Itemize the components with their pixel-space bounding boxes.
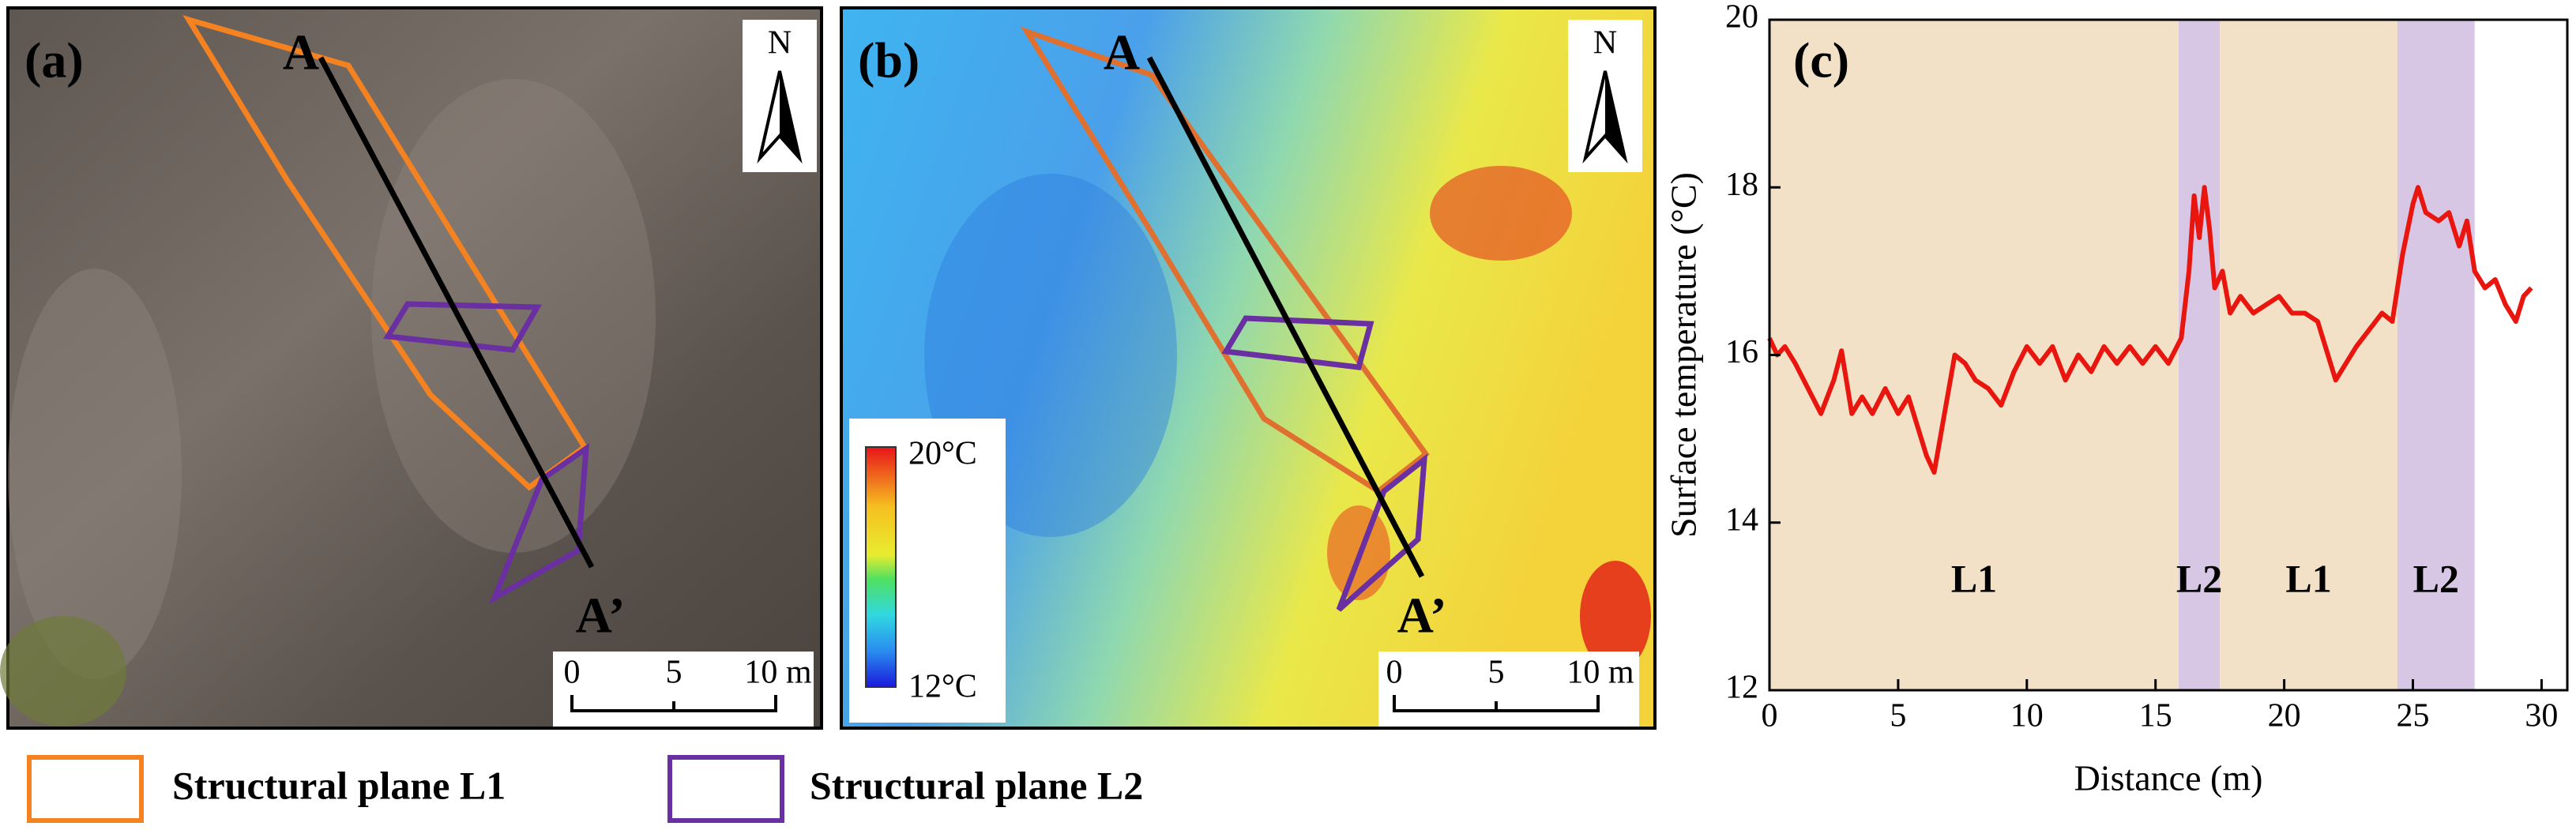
scale-box: [553, 652, 814, 727]
y-tick-label: 20: [1725, 0, 1758, 36]
scale-bar: [570, 695, 777, 712]
panel-label: (a): [24, 32, 84, 88]
region-label: L2: [2176, 557, 2222, 601]
end-label: A’: [576, 588, 626, 644]
y-tick-label: 16: [1725, 334, 1758, 370]
y-tick-label: 14: [1725, 501, 1758, 538]
region-band: [2179, 20, 2221, 690]
region-band: [2220, 20, 2397, 690]
panel-label: (c): [1793, 32, 1849, 88]
colorbar: [865, 446, 897, 688]
legend-swatch: [27, 755, 144, 823]
region-label: L1: [2285, 557, 2331, 601]
x-tick-label: 10: [2010, 698, 2044, 734]
colorbar-label: 20°C: [908, 436, 977, 472]
scale-label: 5: [666, 655, 683, 691]
x-axis-label: Distance (m): [2074, 758, 2263, 798]
end-label: A’: [1397, 588, 1447, 644]
scale-label: 0: [1386, 655, 1403, 691]
scale-label: 0: [564, 655, 581, 691]
profile-line: [1146, 56, 1425, 578]
region-label: L2: [2413, 557, 2459, 601]
plane-l2: [383, 301, 542, 353]
y-axis-label: Surface temperature (°C): [1664, 172, 1704, 538]
x-tick-label: 25: [2397, 698, 2430, 734]
north-arrow: [780, 71, 799, 158]
plane-l2: [1221, 315, 1374, 370]
legend-label: Structural plane L1: [172, 763, 506, 807]
region-band: [2397, 20, 2475, 690]
scale-label: 5: [1488, 655, 1505, 691]
plane-l1: [182, 15, 589, 491]
legend: Structural plane L1 Structural plane L2: [27, 755, 1143, 823]
panel-b: (b) A A’ N 0 5 10 m 20°C 12°C: [840, 6, 1657, 730]
plane-l2: [489, 442, 590, 604]
x-tick-label: 30: [2525, 698, 2558, 734]
legend-label: Structural plane L2: [810, 763, 1143, 807]
plane-l2: [1336, 453, 1428, 612]
legend-swatch: [668, 755, 784, 823]
panel-label: (b): [858, 32, 919, 88]
north-arrow: [1605, 71, 1625, 158]
north-label: N: [768, 25, 792, 62]
x-tick-label: 20: [2268, 698, 2301, 734]
rock-texture: [8, 269, 182, 679]
x-tick-label: 0: [1762, 698, 1778, 734]
colorbar-label: 12°C: [908, 669, 977, 705]
north-label: N: [1593, 25, 1617, 62]
scale-box: [1378, 652, 1639, 727]
rock-texture: [371, 79, 656, 553]
vegetation: [0, 616, 126, 727]
hot-zone: [1430, 166, 1572, 261]
scale-bar: [1393, 695, 1600, 712]
x-tick-label: 15: [2139, 698, 2172, 734]
scale-label: 10 m: [744, 655, 812, 691]
y-tick-label: 12: [1725, 670, 1758, 706]
start-label: A: [283, 24, 319, 81]
y-tick-label: 18: [1725, 167, 1758, 203]
panel-a: (a) A A’ N 0 5 10 m: [0, 6, 823, 730]
start-label: A: [1104, 24, 1140, 81]
x-tick-label: 5: [1890, 698, 1906, 734]
region-label: L1: [1951, 557, 1997, 601]
hot-zone: [1580, 561, 1651, 671]
profile-line: [318, 56, 595, 569]
scale-label: 10 m: [1566, 655, 1634, 691]
data-line: [1767, 185, 2533, 475]
